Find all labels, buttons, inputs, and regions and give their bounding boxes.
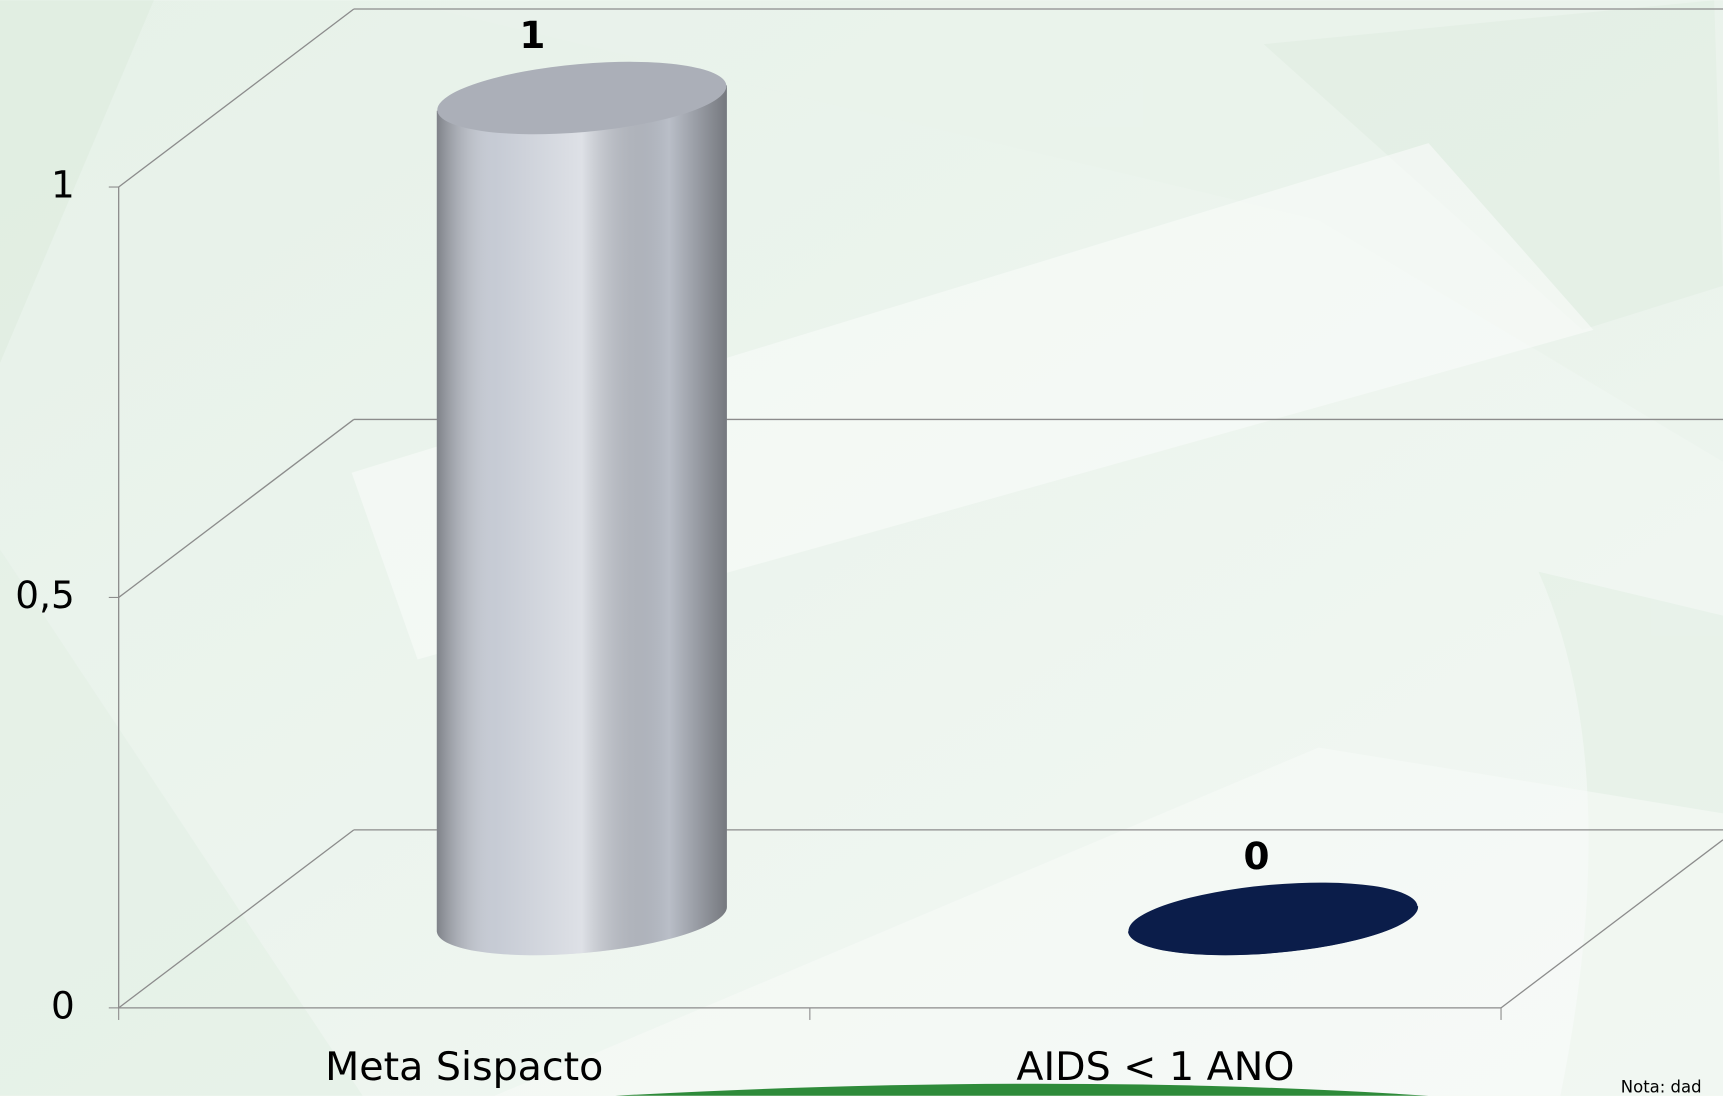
floor-edge (1500, 839, 1723, 1009)
x-tick-label: AIDS < 1 ANO (1016, 1044, 1294, 1090)
y-tick-label: 0,5 (15, 573, 74, 617)
bar-group (436, 61, 727, 956)
value-label: 0 (1244, 834, 1270, 878)
bar-top (1128, 882, 1418, 956)
grid-line (118, 418, 355, 598)
y-tick-label: 1 (51, 163, 75, 207)
bar-top (437, 61, 727, 135)
bar-top-shade (437, 61, 727, 135)
value-label: 1 (519, 13, 545, 57)
grid-line (118, 8, 355, 188)
bar-shading (436, 85, 727, 956)
note: Nota: dad (1621, 1078, 1702, 1096)
grid-line (118, 829, 355, 1009)
x-tick-label: Meta Sispacto (325, 1044, 603, 1090)
y-tick-label: 0 (51, 983, 75, 1027)
footer-accent (615, 1083, 1429, 1096)
bar-group (1127, 882, 1419, 956)
